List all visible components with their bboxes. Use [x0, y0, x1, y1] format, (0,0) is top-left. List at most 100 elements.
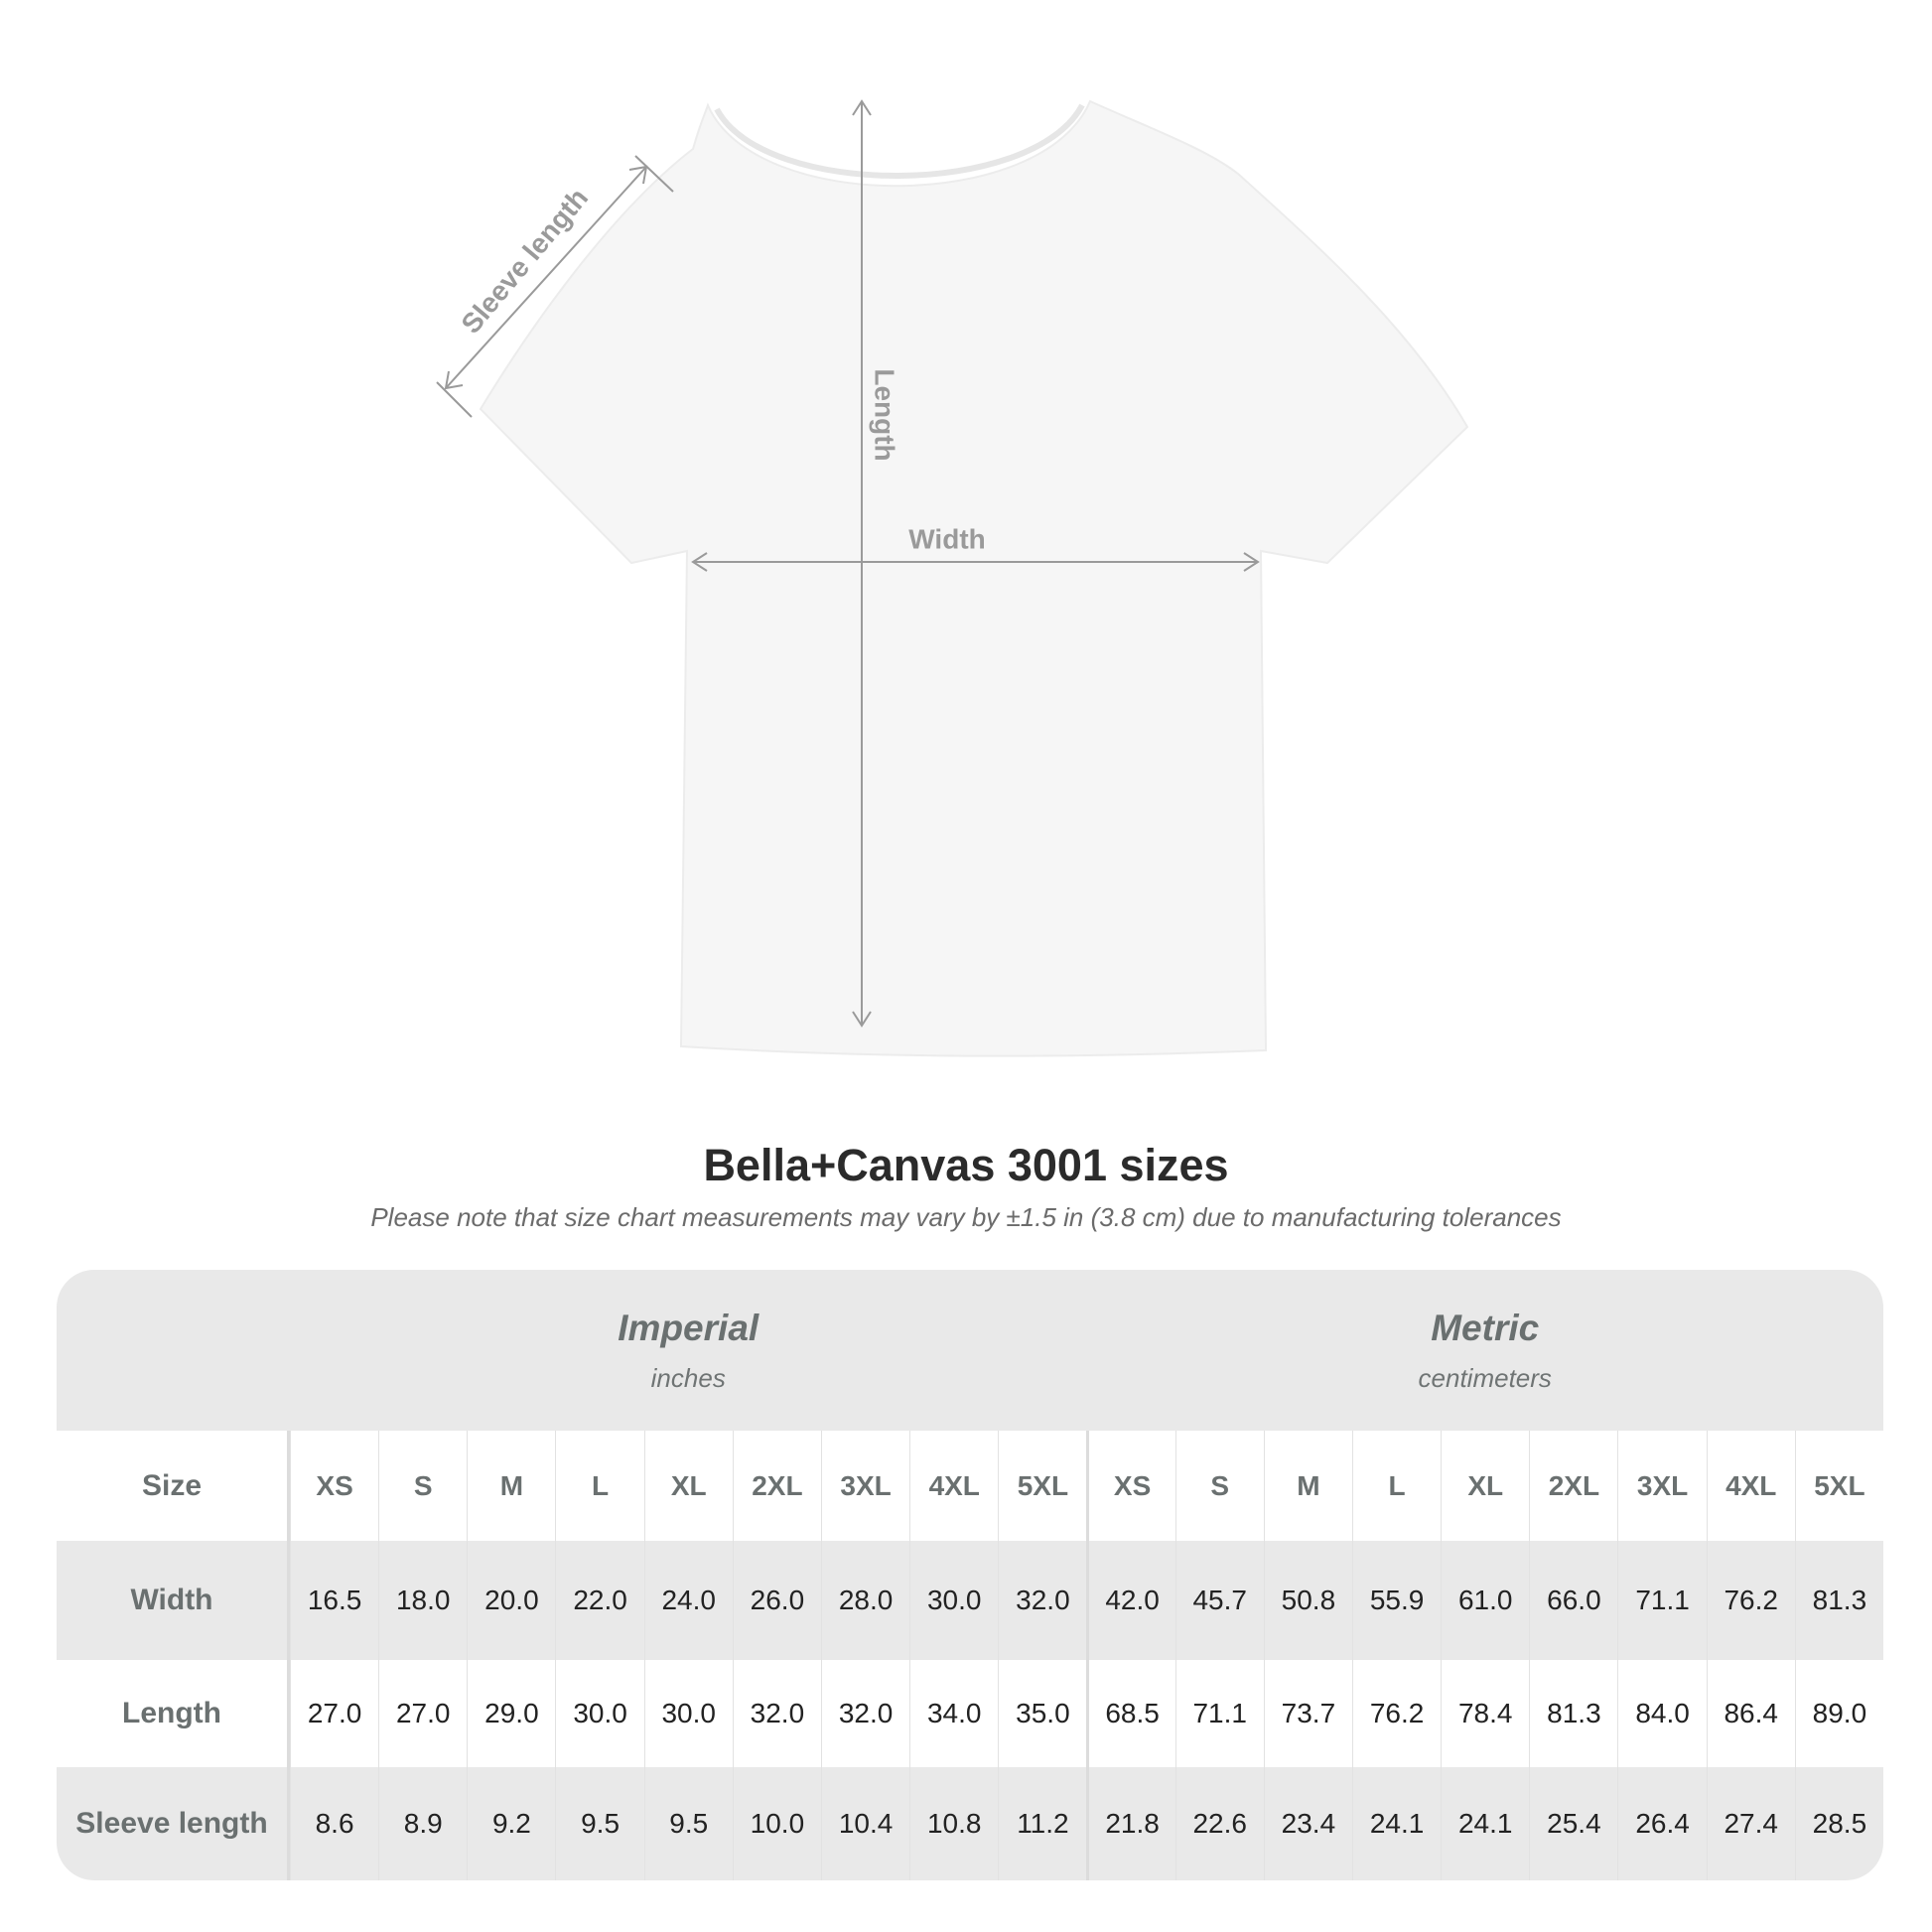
tshirt-diagram: Sleeve length Length Width [436, 99, 1469, 1057]
imperial-value-cell: 10.0 [732, 1767, 821, 1880]
length-arrow-head-top [852, 99, 872, 116]
metric-value-cell: 27.4 [1706, 1767, 1795, 1880]
metric-size-header: S [1174, 1431, 1264, 1541]
imperial-unit: inches [650, 1362, 726, 1393]
imperial-value-cell: 26.0 [732, 1541, 821, 1660]
collar [714, 103, 1085, 179]
sleeve-arrow-head-bottom [444, 370, 464, 390]
imperial-value-cell: 10.8 [909, 1767, 999, 1880]
metric-value-cell: 78.4 [1441, 1660, 1529, 1767]
imperial-value-cell: 32.0 [998, 1541, 1087, 1660]
metric-value-cell: 86.4 [1706, 1660, 1795, 1767]
imperial-value-cell: 35.0 [998, 1660, 1086, 1767]
metric-value-cell: 76.2 [1351, 1660, 1441, 1767]
imperial-value-cell: 16.5 [290, 1541, 379, 1660]
imperial-label: Imperial [618, 1307, 759, 1348]
imperial-value-cell: 11.2 [998, 1767, 1087, 1880]
width-label: Width [908, 523, 986, 554]
imperial-value-cell: 30.0 [555, 1660, 643, 1767]
imperial-value-cell: 9.5 [555, 1767, 644, 1880]
imperial-size-header: L [555, 1431, 643, 1541]
imperial-value-cell: 29.0 [467, 1660, 555, 1767]
imperial-value-cell: 27.0 [378, 1660, 467, 1767]
metric-value-cell: 26.4 [1617, 1767, 1707, 1880]
imperial-value-cell: 22.0 [555, 1541, 644, 1660]
row-label: Width [57, 1541, 290, 1660]
page-title: Bella+Canvas 3001 sizes [703, 1140, 1229, 1190]
metric-value-cell: 71.1 [1617, 1541, 1707, 1660]
imperial-size-header: 5XL [998, 1431, 1086, 1541]
row-label: Sleeve length [57, 1767, 290, 1880]
metric-size-header: L [1351, 1431, 1441, 1541]
imperial-value-cell: 27.0 [290, 1660, 378, 1767]
length-label: Length [870, 368, 900, 461]
metric-value-cell: 21.8 [1086, 1767, 1175, 1880]
imperial-value-cell: 32.0 [820, 1660, 909, 1767]
sleeve-arrow [445, 166, 647, 389]
metric-value-cell: 71.1 [1174, 1660, 1264, 1767]
metric-value-cell: 55.9 [1351, 1541, 1442, 1660]
imperial-value-cell: 9.2 [467, 1767, 556, 1880]
metric-value-cell: 24.1 [1441, 1767, 1530, 1880]
header-blank [57, 1270, 290, 1431]
imperial-value-cell: 32.0 [732, 1660, 821, 1767]
imperial-size-header: S [378, 1431, 467, 1541]
imperial-value-cell: 8.9 [378, 1767, 468, 1880]
metric-value-cell: 50.8 [1263, 1541, 1352, 1660]
imperial-value-cell: 24.0 [643, 1541, 733, 1660]
imperial-value-cell: 20.0 [467, 1541, 556, 1660]
tshirt-shape [479, 99, 1469, 1057]
metric-value-cell: 61.0 [1441, 1541, 1530, 1660]
imperial-value-cell: 9.5 [643, 1767, 733, 1880]
row-label: Length [57, 1660, 290, 1767]
imperial-value-cell: 8.6 [290, 1767, 379, 1880]
metric-value-cell: 23.4 [1263, 1767, 1352, 1880]
metric-value-cell: 45.7 [1174, 1541, 1264, 1660]
metric-value-cell: 25.4 [1529, 1767, 1618, 1880]
width-arrow-head-left [691, 552, 708, 572]
size-row-label: Size [57, 1431, 290, 1541]
imperial-value-cell: 18.0 [378, 1541, 468, 1660]
metric-value-cell: 81.3 [1794, 1541, 1883, 1660]
imperial-size-header: XS [290, 1431, 378, 1541]
imperial-size-header: 2XL [732, 1431, 821, 1541]
tolerance-note: Please note that size chart measurements… [370, 1202, 1562, 1232]
metric-size-header: XL [1441, 1431, 1529, 1541]
sleeve-tick-bottom [436, 381, 473, 418]
metric-size-header: 4XL [1706, 1431, 1795, 1541]
imperial-value-cell: 34.0 [909, 1660, 998, 1767]
metric-value-cell: 66.0 [1529, 1541, 1618, 1660]
length-arrow-head-bottom [852, 1011, 872, 1028]
width-arrow-head-right [1243, 552, 1260, 572]
imperial-value-cell: 28.0 [820, 1541, 910, 1660]
imperial-header: Imperial inches [290, 1270, 1087, 1431]
imperial-value-cell: 30.0 [643, 1660, 733, 1767]
metric-value-cell: 22.6 [1174, 1767, 1264, 1880]
metric-value-cell: 76.2 [1706, 1541, 1795, 1660]
metric-size-header: 2XL [1529, 1431, 1617, 1541]
metric-header: Metric centimeters [1086, 1270, 1883, 1431]
sleeve-arrow-head-top [628, 165, 648, 185]
metric-value-cell: 24.1 [1351, 1767, 1442, 1880]
metric-label: Metric [1431, 1307, 1540, 1348]
metric-unit: centimeters [1418, 1362, 1552, 1393]
metric-size-header: M [1263, 1431, 1352, 1541]
imperial-size-header: XL [643, 1431, 733, 1541]
imperial-size-header: 4XL [909, 1431, 998, 1541]
metric-size-header: XS [1086, 1431, 1174, 1541]
metric-value-cell: 84.0 [1617, 1660, 1706, 1767]
imperial-size-header: 3XL [820, 1431, 909, 1541]
metric-value-cell: 28.5 [1794, 1767, 1883, 1880]
imperial-size-header: M [467, 1431, 555, 1541]
metric-size-header: 3XL [1617, 1431, 1706, 1541]
metric-value-cell: 81.3 [1529, 1660, 1617, 1767]
size-table: Imperial inches Metric centimeters Size X… [57, 1270, 1883, 1880]
metric-value-cell: 42.0 [1086, 1541, 1175, 1660]
imperial-value-cell: 10.4 [820, 1767, 910, 1880]
metric-value-cell: 68.5 [1086, 1660, 1174, 1767]
sleeve-tick-top [634, 155, 674, 193]
metric-value-cell: 73.7 [1263, 1660, 1352, 1767]
imperial-value-cell: 30.0 [909, 1541, 999, 1660]
metric-size-header: 5XL [1794, 1431, 1883, 1541]
metric-value-cell: 89.0 [1794, 1660, 1883, 1767]
